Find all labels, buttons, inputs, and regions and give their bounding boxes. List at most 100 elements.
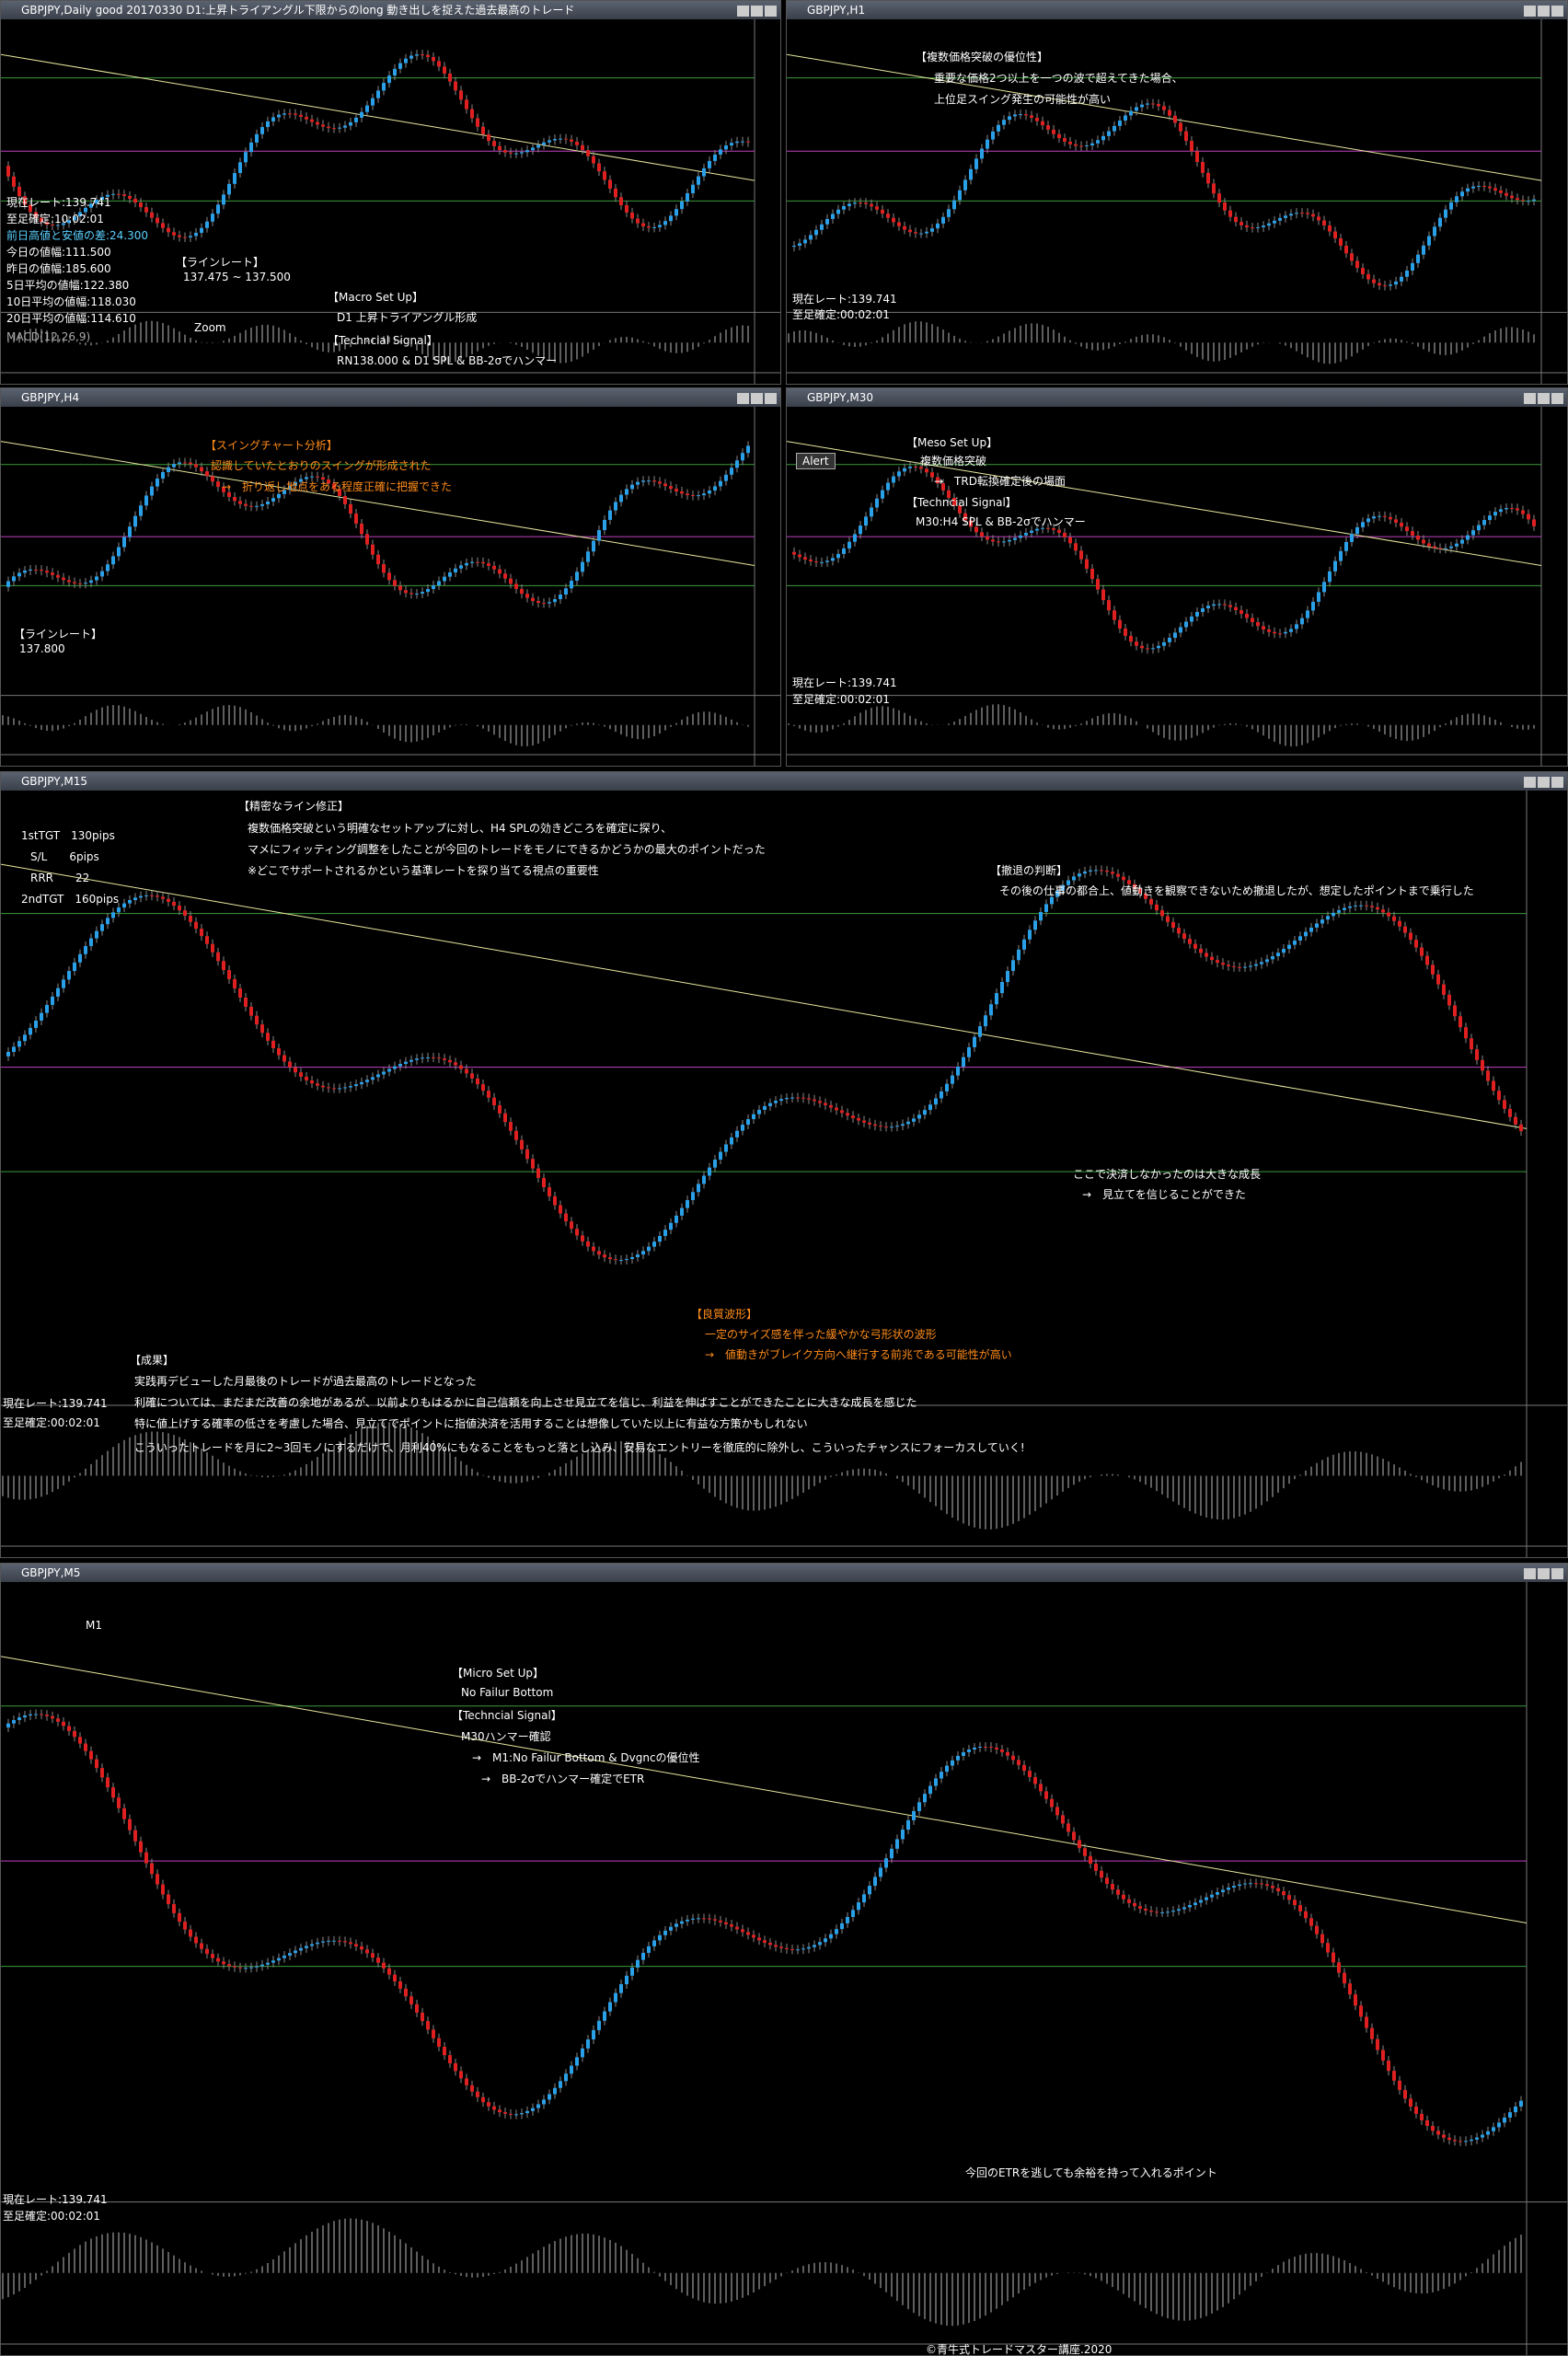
- candle: [619, 1984, 623, 1993]
- candle: [40, 217, 43, 223]
- window-buttons[interactable]: [735, 4, 777, 19]
- candle: [1113, 610, 1116, 620]
- chart-window[interactable]: GBPJPY,M30 Alert 【Meso Set Up】 複数価格突破 → TRD転…: [786, 387, 1568, 767]
- annotation: 特に値上げする確率の低さを考慮した場合、見立てでポイントに指値決済を活用すること…: [134, 1417, 808, 1430]
- candle: [277, 114, 281, 118]
- candle: [1162, 641, 1166, 646]
- candle: [1332, 1952, 1335, 1963]
- chart-window[interactable]: GBPJPY,H4 【スイングチャート分析】 認識していたとおりのスイングが形成され…: [0, 387, 781, 767]
- candle: [741, 1929, 744, 1933]
- candle: [1008, 116, 1011, 121]
- candle: [619, 197, 623, 206]
- candle: [200, 227, 203, 234]
- candle: [139, 1841, 143, 1853]
- candle: [498, 569, 502, 574]
- candle: [881, 209, 884, 214]
- candle: [669, 486, 673, 490]
- candle: [1493, 188, 1497, 191]
- annotation: 【スイングチャート分析】: [205, 439, 338, 452]
- candle: [1006, 1751, 1009, 1756]
- annotation: 利確については、まだまだ改善の余地があるが、以前よりもはるかに自己信頼を向上させ…: [134, 1396, 917, 1409]
- candle: [1306, 610, 1309, 618]
- candle: [1273, 631, 1276, 634]
- candle: [365, 105, 369, 112]
- window-buttons[interactable]: [735, 391, 777, 407]
- candle: [45, 1004, 49, 1013]
- candle: [630, 484, 634, 490]
- window-buttons[interactable]: [1522, 1566, 1563, 1582]
- candle: [95, 576, 98, 581]
- candle: [271, 498, 275, 502]
- candle: [1221, 1889, 1225, 1892]
- candle: [774, 1101, 778, 1103]
- candle: [768, 1942, 772, 1946]
- candle: [553, 139, 557, 141]
- candle: [1061, 1815, 1065, 1824]
- candle: [73, 216, 76, 221]
- candle: [686, 192, 689, 202]
- candle: [525, 2110, 529, 2114]
- candle: [735, 1926, 739, 1930]
- candle: [67, 1726, 71, 1731]
- candle: [255, 1015, 259, 1025]
- candle: [387, 572, 391, 581]
- candle: [249, 142, 253, 153]
- candle: [719, 480, 722, 487]
- chart-window[interactable]: GBPJPY,M5 M1 【Micro Set Up】 No Failur Botto…: [0, 1563, 1568, 2356]
- candle: [908, 229, 912, 233]
- window-buttons[interactable]: [1522, 391, 1563, 407]
- candle: [857, 1117, 860, 1121]
- candle: [879, 1867, 882, 1877]
- candle: [216, 1958, 220, 1962]
- candle: [1265, 959, 1269, 963]
- candle: [509, 578, 513, 584]
- candle: [536, 2104, 540, 2108]
- candle: [884, 1858, 888, 1868]
- candle: [260, 1964, 264, 1967]
- chart-area: [1, 791, 1567, 1557]
- window-buttons[interactable]: [1522, 775, 1563, 791]
- annotation: 実践再デビューした月最後のトレードが過去最高のトレードとなった: [134, 1375, 477, 1388]
- candle: [1304, 931, 1308, 937]
- chart-window[interactable]: GBPJPY,Daily good 20170330 D1:上昇トライアングル下…: [0, 0, 781, 385]
- candle: [702, 1175, 706, 1184]
- candle: [117, 547, 121, 557]
- candle: [1105, 870, 1109, 872]
- candle: [172, 1903, 176, 1913]
- candle: [189, 916, 192, 922]
- candle: [1455, 196, 1458, 202]
- window-buttons[interactable]: [1522, 4, 1563, 19]
- candle: [1216, 1891, 1219, 1895]
- candle: [200, 929, 203, 937]
- candle: [835, 1107, 838, 1111]
- candle: [156, 1874, 159, 1885]
- candle: [1094, 1864, 1098, 1871]
- alert-button[interactable]: Alert: [796, 453, 836, 469]
- candle: [686, 1919, 689, 1922]
- chart-window[interactable]: GBPJPY,M15 【精密なライン修正】 複数価格突破という明確なセットアップに対…: [0, 771, 1568, 1558]
- candle: [139, 505, 143, 516]
- candle: [1210, 1894, 1214, 1898]
- candle: [669, 215, 673, 222]
- candle: [1017, 949, 1020, 961]
- candle: [1072, 1831, 1076, 1841]
- chart-window[interactable]: GBPJPY,H1 【複数価格突破の優位性】 重要な価格2つ以上を一つの波で超えてき…: [786, 0, 1568, 385]
- candle: [194, 1936, 198, 1944]
- candle: [1304, 1911, 1308, 1919]
- candle: [117, 193, 121, 195]
- candle: [785, 1947, 789, 1949]
- candle: [1365, 2016, 1368, 2028]
- annotation: 昨日の値幅:185.600: [6, 262, 111, 275]
- annotation: 137.475 ~ 137.500: [183, 271, 291, 283]
- candle: [1190, 141, 1193, 152]
- candle: [752, 1934, 755, 1938]
- candle: [1289, 214, 1293, 216]
- candle: [6, 166, 10, 177]
- candle: [1212, 183, 1216, 194]
- candle: [813, 1945, 816, 1947]
- candle: [1355, 260, 1359, 269]
- candle: [282, 1055, 286, 1062]
- candle: [111, 1787, 115, 1798]
- candle: [227, 183, 231, 195]
